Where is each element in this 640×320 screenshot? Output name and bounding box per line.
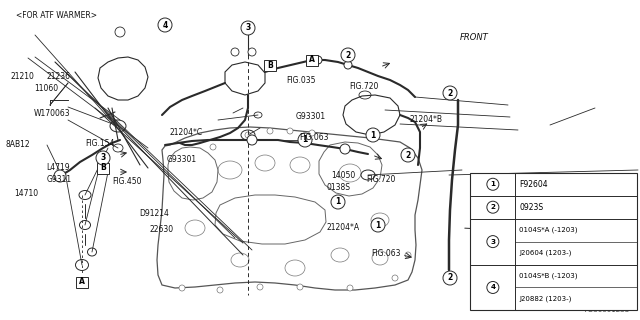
Circle shape — [487, 282, 499, 293]
Circle shape — [371, 218, 385, 232]
Circle shape — [487, 201, 499, 213]
Text: 1: 1 — [371, 131, 376, 140]
Text: B: B — [100, 164, 106, 172]
Text: 2: 2 — [447, 274, 452, 283]
Circle shape — [401, 148, 415, 162]
Circle shape — [217, 287, 223, 293]
Circle shape — [247, 135, 257, 145]
Text: FIG.035: FIG.035 — [286, 76, 316, 85]
Text: 11060: 11060 — [34, 84, 58, 93]
Circle shape — [210, 144, 216, 150]
Text: J20882 (1203-): J20882 (1203-) — [519, 296, 572, 302]
Circle shape — [405, 252, 411, 258]
Text: 4: 4 — [163, 20, 168, 29]
Text: A036001238: A036001238 — [585, 307, 630, 313]
Text: 1: 1 — [490, 181, 495, 187]
Text: 21204*C: 21204*C — [170, 128, 203, 137]
Text: FIG.450: FIG.450 — [112, 177, 141, 186]
Text: D91214: D91214 — [140, 209, 170, 218]
Circle shape — [392, 275, 398, 281]
Circle shape — [96, 151, 110, 165]
Circle shape — [443, 86, 457, 100]
Text: A: A — [309, 55, 315, 65]
Text: 21236: 21236 — [46, 72, 70, 81]
Circle shape — [443, 271, 457, 285]
Text: B: B — [267, 60, 273, 69]
Text: 3: 3 — [100, 154, 106, 163]
Text: FRONT: FRONT — [460, 33, 488, 42]
Circle shape — [54, 170, 66, 182]
Text: 2: 2 — [447, 89, 452, 98]
Circle shape — [487, 236, 499, 248]
Text: 2: 2 — [490, 204, 495, 210]
Text: 0104S*B (-1203): 0104S*B (-1203) — [519, 273, 578, 279]
Circle shape — [344, 61, 352, 69]
Circle shape — [115, 27, 125, 37]
Circle shape — [257, 284, 263, 290]
Text: L4719: L4719 — [47, 164, 70, 172]
Text: G93301: G93301 — [166, 155, 196, 164]
Text: FIG.063: FIG.063 — [371, 249, 401, 258]
FancyBboxPatch shape — [306, 54, 318, 66]
Circle shape — [347, 285, 353, 291]
Text: 0923S: 0923S — [519, 203, 543, 212]
Text: 3: 3 — [490, 239, 495, 244]
Circle shape — [341, 48, 355, 62]
Text: A: A — [79, 277, 85, 286]
Text: 8AB12: 8AB12 — [5, 140, 29, 149]
Circle shape — [297, 284, 303, 290]
Circle shape — [245, 132, 251, 138]
FancyBboxPatch shape — [264, 60, 276, 70]
Circle shape — [366, 128, 380, 142]
Text: 1: 1 — [302, 135, 308, 145]
Text: <FOR ATF WARMER>: <FOR ATF WARMER> — [16, 11, 97, 20]
Text: 0138S: 0138S — [326, 183, 351, 192]
Text: F92604: F92604 — [519, 180, 548, 189]
Circle shape — [179, 285, 185, 291]
Text: 14710: 14710 — [14, 189, 38, 198]
Text: 4: 4 — [490, 284, 495, 291]
Text: 14050: 14050 — [332, 171, 356, 180]
Text: FIG.063: FIG.063 — [299, 133, 328, 142]
Text: FIG.720: FIG.720 — [366, 175, 396, 184]
Text: 2: 2 — [405, 150, 411, 159]
Circle shape — [309, 130, 315, 136]
Circle shape — [241, 21, 255, 35]
FancyBboxPatch shape — [97, 163, 109, 173]
Circle shape — [231, 48, 239, 56]
Text: FIG.720: FIG.720 — [349, 82, 378, 91]
FancyBboxPatch shape — [76, 276, 88, 287]
Circle shape — [331, 195, 345, 209]
Text: FIG.154: FIG.154 — [85, 139, 115, 148]
Text: 21204*B: 21204*B — [410, 116, 443, 124]
Text: 21204*A: 21204*A — [326, 223, 360, 232]
Circle shape — [314, 56, 322, 64]
Text: 1: 1 — [376, 220, 381, 229]
FancyBboxPatch shape — [470, 173, 637, 310]
Circle shape — [340, 144, 350, 154]
Circle shape — [158, 18, 172, 32]
Text: 0104S*A (-1203): 0104S*A (-1203) — [519, 227, 578, 233]
Circle shape — [298, 133, 312, 147]
Text: J20604 (1203-): J20604 (1203-) — [519, 250, 572, 256]
Text: G93301: G93301 — [296, 112, 326, 121]
Text: 2: 2 — [346, 51, 351, 60]
Circle shape — [287, 128, 293, 134]
Text: G9311: G9311 — [47, 175, 72, 184]
Text: W170063: W170063 — [34, 109, 70, 118]
Text: 3: 3 — [245, 23, 251, 33]
Circle shape — [248, 48, 256, 56]
Text: 1: 1 — [335, 197, 340, 206]
Circle shape — [267, 128, 273, 134]
Text: 22630: 22630 — [149, 225, 173, 234]
Circle shape — [487, 178, 499, 190]
Text: 21210: 21210 — [11, 72, 35, 81]
